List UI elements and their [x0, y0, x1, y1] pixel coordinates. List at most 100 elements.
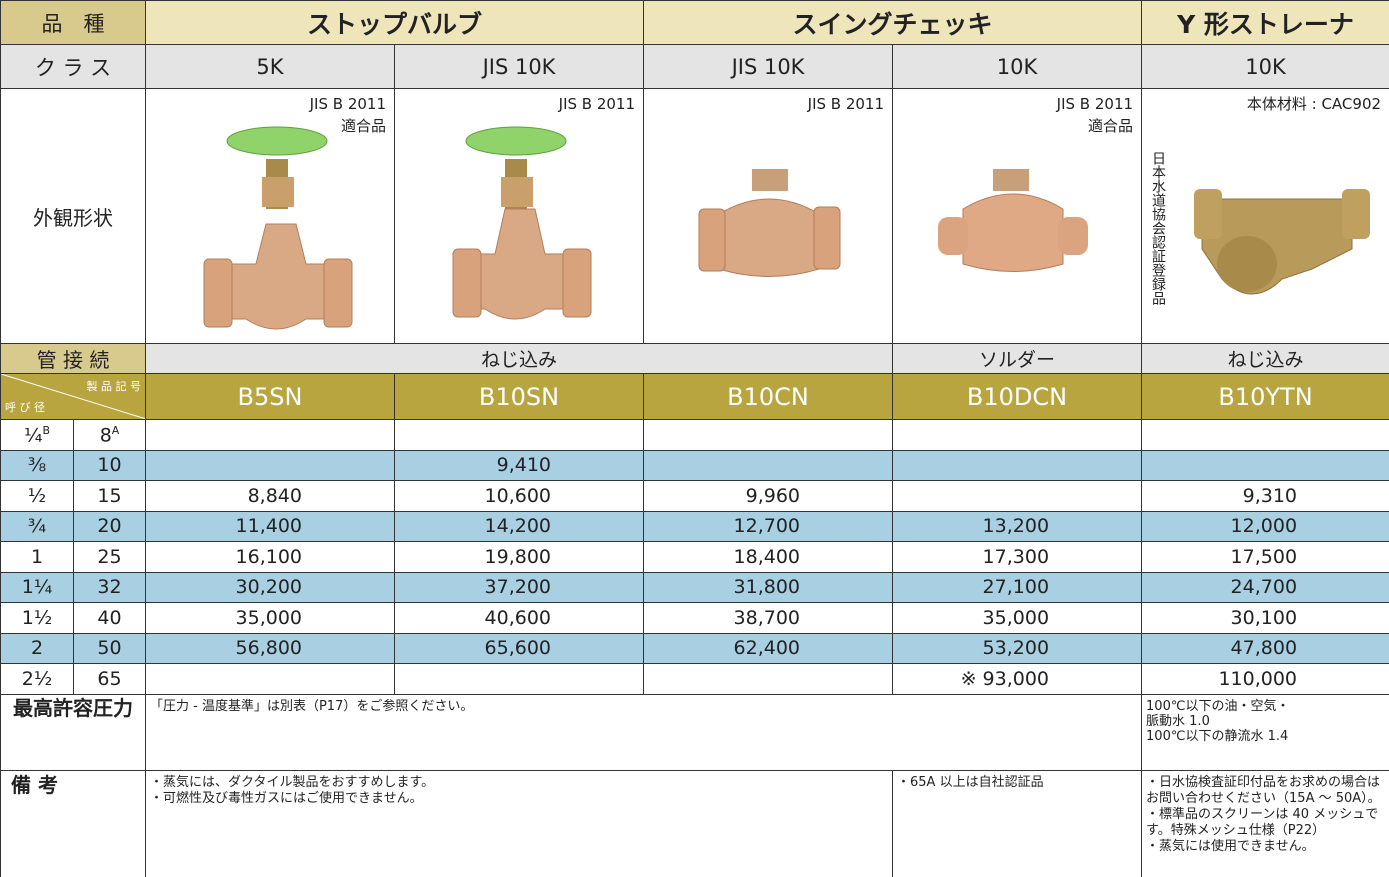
- note-line: 適合品: [340, 117, 386, 135]
- appearance-label: 外観形状: [0, 88, 146, 344]
- size-mm: 8A: [73, 419, 146, 451]
- price-cell: [393, 663, 645, 695]
- text-line: 100℃以下の静流水 1.4: [1146, 728, 1289, 744]
- class: JIS 10K: [393, 44, 645, 89]
- valve-image: [452, 126, 592, 320]
- connection: ねじ込み: [1141, 343, 1389, 374]
- price: 13,200: [982, 515, 1050, 538]
- kind: ストップバルブ: [144, 0, 645, 45]
- price-cell: 24,700: [1141, 571, 1389, 603]
- note-line: 本体材料 : CAC902: [1246, 95, 1382, 113]
- connection: ねじ込み: [144, 343, 894, 374]
- price-cell: [892, 480, 1143, 512]
- class-row: ク ラ ス 5K JIS 10K JIS 10K 10K 10K: [0, 44, 1389, 89]
- size-inch: ⅜: [0, 449, 74, 481]
- price: 12,700: [733, 515, 801, 538]
- note-line: 適合品: [1088, 117, 1134, 135]
- price-cell: 9,960: [643, 480, 894, 512]
- appearance-cell: JIS B 2011: [643, 88, 894, 344]
- data-row: 1¼ 32 30,200 37,200 31,800 27,100 24,700: [0, 571, 1389, 603]
- size-inch-text: 2½: [21, 667, 53, 690]
- price-cell: 10,600: [393, 480, 645, 512]
- price: 14,200: [484, 515, 552, 538]
- text-line: 「圧力 - 温度基準」は別表（P17）をご参照ください。: [150, 698, 474, 714]
- price-cell: [1141, 419, 1389, 451]
- appearance-cell: JIS B 2011 適合品: [145, 88, 395, 344]
- code: B5SN: [145, 373, 395, 420]
- size-inch-text: 1¼: [21, 576, 53, 599]
- price: 62,400: [733, 637, 801, 660]
- price: 30,200: [235, 576, 302, 599]
- price: 9,310: [1242, 484, 1298, 507]
- price: 53,200: [982, 637, 1050, 660]
- kind: スイングチェッキ: [643, 0, 1143, 45]
- size-inch-text: ½: [27, 484, 47, 507]
- price: 12,000: [1230, 515, 1298, 538]
- appearance-cell: JIS B 2011 適合品: [892, 88, 1143, 344]
- text-line: ・可燃性及び毒性ガスにはご使用できません。: [150, 790, 423, 806]
- data-row: 2 50 56,800 65,600 62,400 53,200 47,800: [0, 632, 1389, 664]
- code: B10YTN: [1141, 373, 1389, 420]
- price-cell: 30,200: [145, 571, 395, 603]
- size-inch: 2: [0, 632, 74, 664]
- remarks-row: 備 考 ・蒸気には、ダクタイル製品をおすすめします。 ・可燃性及び毒性ガスにはご使…: [0, 769, 1389, 877]
- price: 8,840: [247, 484, 302, 507]
- price-cell: 14,200: [393, 510, 645, 542]
- price: 10,600: [484, 484, 552, 507]
- code: B10SN: [393, 373, 645, 420]
- valve-image: [698, 169, 841, 277]
- price: 11,400: [235, 515, 302, 538]
- price: 35,000: [982, 606, 1050, 629]
- appearance-cell: 日本水道協会認証登録品 本体材料 : CAC902: [1141, 88, 1389, 344]
- data-row: 2½ 65 ※ 93,000 110,000: [0, 663, 1389, 695]
- size-inch-text: 1: [30, 545, 44, 568]
- price: 110,000: [1218, 667, 1298, 690]
- appearance-cell: JIS B 2011: [393, 88, 645, 344]
- text-line: ・蒸気には使用できません。: [1146, 838, 1315, 854]
- code: B10CN: [643, 373, 894, 420]
- note-line: JIS B 2011: [807, 95, 885, 113]
- price-cell: [643, 419, 894, 451]
- unit: A: [111, 423, 120, 437]
- note: 本体材料 : CAC902: [1247, 93, 1381, 115]
- price: 47,800: [1230, 637, 1298, 660]
- price: 16,100: [235, 545, 302, 568]
- price-cell: 38,700: [643, 602, 894, 634]
- price-cell: [145, 449, 395, 481]
- price-cell: [145, 419, 395, 451]
- pressure-label: 最高許容圧力: [0, 693, 146, 771]
- data-rows: ¼B 8A ⅜ 10 9,410 ½ 15 8,840 10,600 9,960 9,310 ¾ 20 1…: [0, 419, 1389, 695]
- price: 17,500: [1230, 545, 1298, 568]
- price: 40,600: [484, 606, 552, 629]
- kind-row: 品 種 ストップバルブ スイングチェッキ Y 形ストレーナ: [0, 0, 1389, 45]
- price-cell: 17,500: [1141, 541, 1389, 573]
- price-cell: 17,300: [892, 541, 1143, 573]
- size-inch: 2½: [0, 663, 74, 695]
- size-mm-text: 25: [97, 545, 122, 568]
- price-cell: 35,000: [892, 602, 1143, 634]
- price-cell: 47,800: [1141, 632, 1389, 664]
- price: 35,000: [235, 606, 302, 629]
- price-cell: 12,000: [1141, 510, 1389, 542]
- price: 9,410: [496, 454, 552, 477]
- text-line: 100℃以下の油・空気・: [1146, 698, 1290, 714]
- price-cell: [892, 449, 1143, 481]
- price-cell: 18,400: [643, 541, 894, 573]
- class: JIS 10K: [643, 44, 894, 89]
- price-cell: 9,310: [1141, 480, 1389, 512]
- price-cell: [643, 449, 894, 481]
- price-cell: 16,100: [145, 541, 395, 573]
- price: 30,100: [1230, 606, 1298, 629]
- class-label: ク ラ ス: [0, 44, 146, 89]
- data-row: ¼B 8A: [0, 419, 1389, 451]
- size-mm: 50: [73, 632, 146, 664]
- size-mm-text: 10: [97, 454, 122, 477]
- note-line: JIS B 2011: [558, 95, 636, 113]
- price-cell: [1141, 449, 1389, 481]
- connection-row: 管 接 続 ねじ込み ソルダー ねじ込み: [0, 343, 1389, 374]
- size-inch: 1¼: [0, 571, 74, 603]
- class: 10K: [892, 44, 1143, 89]
- price-cell: 19,800: [393, 541, 645, 573]
